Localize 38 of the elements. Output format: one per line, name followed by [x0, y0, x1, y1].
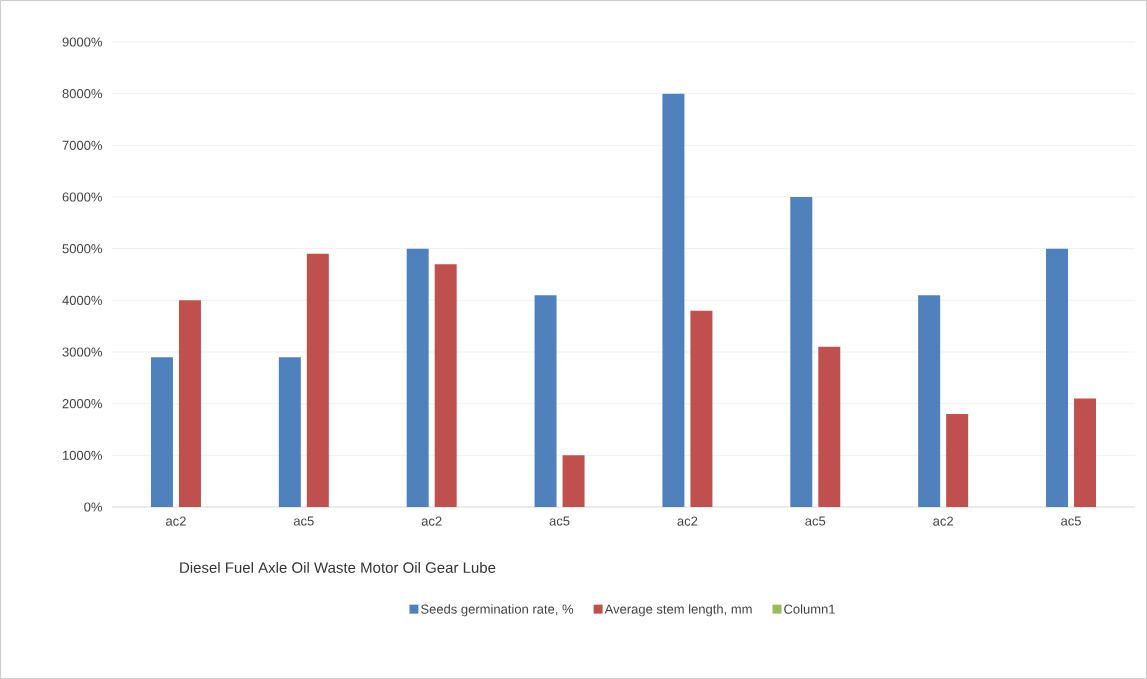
y-tick-label: 6000%	[62, 192, 103, 202]
legend-label: Average stem length, mm	[604, 604, 752, 617]
y-tick-label: 3000%	[62, 347, 103, 357]
y-tick-label: 5000%	[62, 244, 103, 254]
x-tick-label: ac5	[549, 516, 570, 526]
y-tick-label: 0%	[84, 502, 103, 512]
bar	[434, 264, 457, 507]
y-tick-label: 4000%	[62, 295, 103, 305]
y-tick-label: 1000%	[62, 450, 103, 460]
x-axis-title: Diesel Fuel Axle Oil Waste Motor Oil Gear Lube	[180, 561, 496, 573]
x-tick-label: ac2	[677, 516, 698, 526]
x-tick-label: ac2	[933, 516, 953, 526]
bar	[790, 196, 813, 507]
legend-label: Seeds germination rate, %	[421, 604, 574, 617]
bar	[1046, 248, 1069, 507]
x-tick-label: ac2	[166, 516, 186, 526]
bar	[534, 295, 557, 507]
bar	[562, 455, 585, 507]
x-tick-label: ac2	[421, 516, 442, 526]
bar	[306, 253, 329, 507]
y-tick-label: 9000%	[62, 37, 103, 47]
x-tick-label: ac5	[1061, 516, 1081, 526]
y-tick-label: 8000%	[62, 89, 103, 99]
bar	[690, 310, 713, 507]
bar	[818, 346, 841, 507]
legend-label: Column1	[784, 604, 835, 614]
bar	[278, 357, 301, 507]
y-tick-label: 7000%	[62, 140, 103, 150]
x-tick-label: ac5	[293, 516, 314, 526]
x-tick-label: ac5	[805, 516, 826, 526]
bar	[918, 295, 941, 507]
y-tick-label: 2000%	[62, 399, 103, 409]
bar	[178, 300, 201, 507]
bar	[1074, 398, 1097, 507]
bar	[150, 357, 173, 507]
bar	[946, 413, 969, 507]
bar	[406, 248, 429, 507]
bar	[662, 93, 685, 507]
